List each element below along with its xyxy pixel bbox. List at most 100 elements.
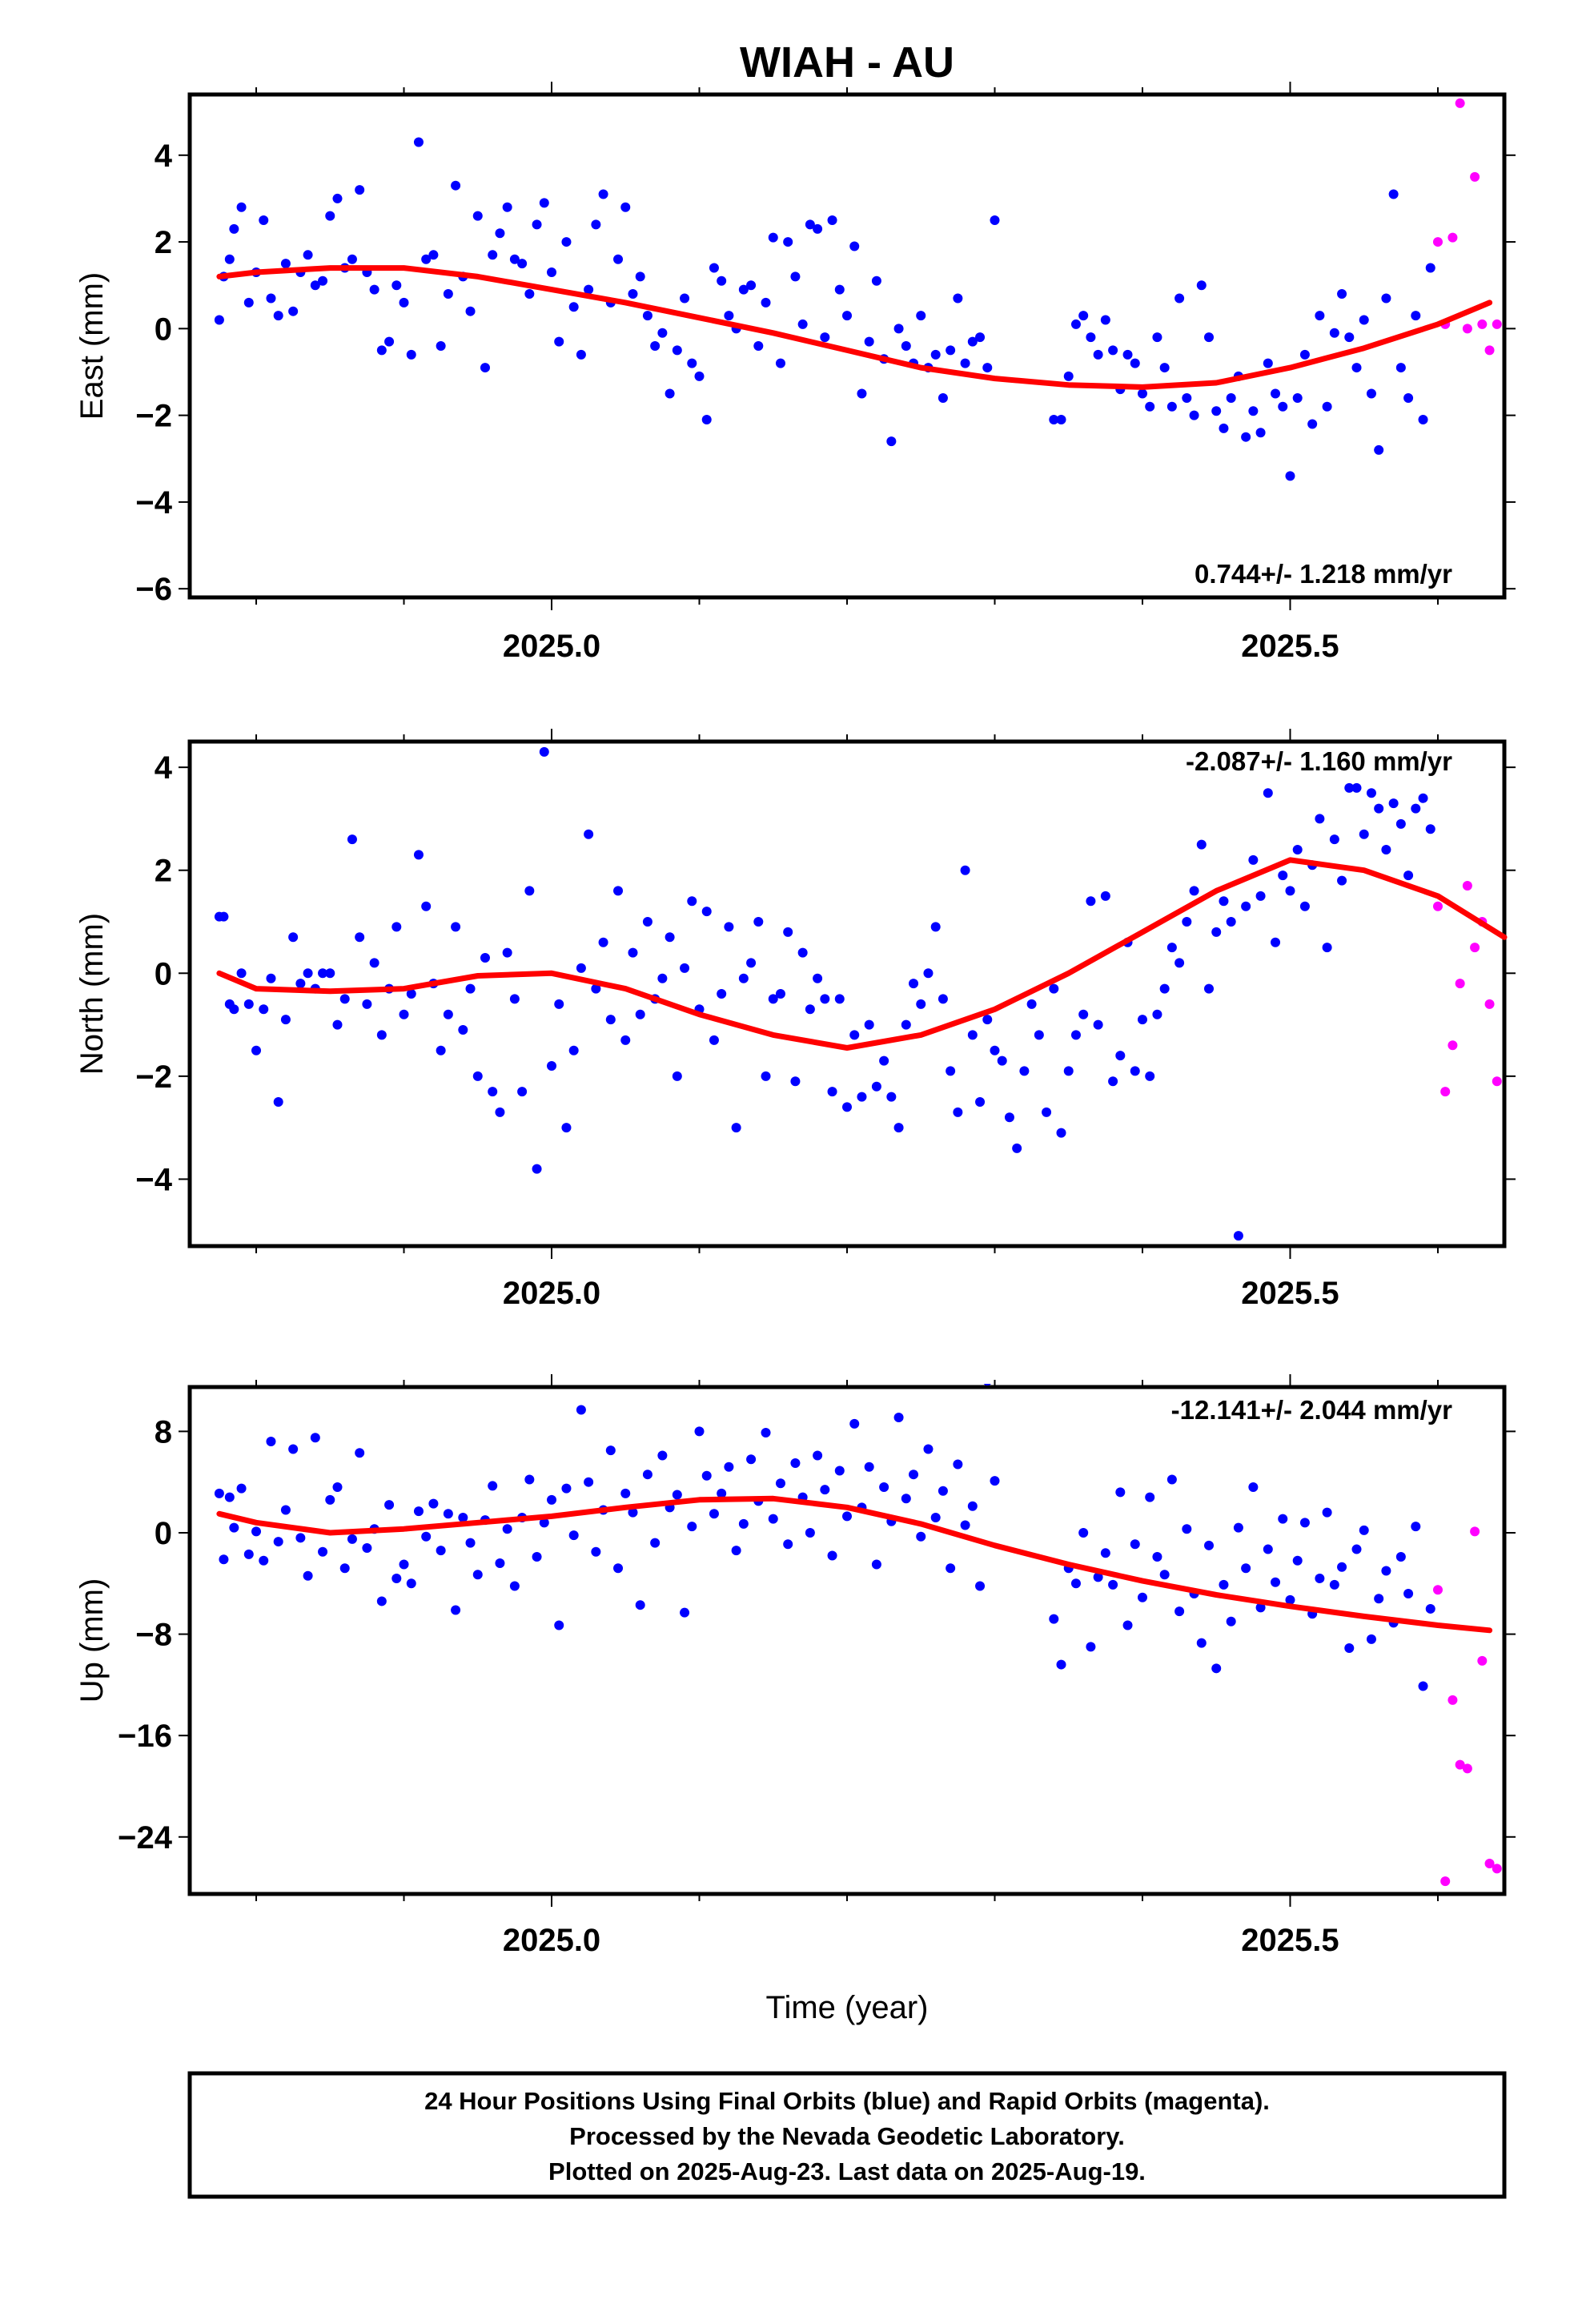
y-tick-label: 2 [155, 225, 172, 260]
final-orbit-point [295, 979, 306, 989]
final-orbit-point [628, 1507, 638, 1518]
final-orbit-point [243, 1549, 254, 1559]
final-orbit-point [273, 1097, 283, 1107]
final-orbit-point [790, 271, 801, 282]
final-orbit-point [1159, 363, 1170, 373]
final-orbit-point [332, 193, 343, 203]
final-orbit-point [1211, 927, 1222, 937]
final-orbit-point [1395, 363, 1406, 373]
final-orbit-point [1395, 1552, 1406, 1562]
final-orbit-point [834, 994, 845, 1004]
final-orbit-point [1299, 901, 1310, 911]
final-orbit-point [384, 336, 395, 347]
final-orbit-point [1100, 1548, 1110, 1558]
final-orbit-point [1152, 1552, 1162, 1562]
final-orbit-point [1248, 854, 1259, 865]
rate-annotation: -12.141+/- 2.044 mm/yr [1171, 1395, 1452, 1425]
final-orbit-point [635, 1600, 645, 1610]
final-orbit-point [657, 328, 668, 338]
rapid-orbit-point [1432, 901, 1443, 911]
final-orbit-point [731, 1123, 741, 1133]
final-orbit-point [1070, 319, 1081, 329]
final-orbit-point [1174, 293, 1185, 304]
final-orbit-point [443, 1509, 453, 1519]
rapid-orbit-point [1432, 1585, 1443, 1595]
y-axis-label: North (mm) [74, 913, 110, 1075]
final-orbit-point [879, 1482, 889, 1493]
final-orbit-point [421, 254, 432, 264]
final-orbit-point [1226, 1616, 1236, 1626]
final-orbit-point [990, 1045, 1000, 1055]
final-orbit-point [1315, 311, 1325, 321]
final-orbit-point [982, 1015, 993, 1025]
final-orbit-point [436, 341, 446, 351]
final-orbit-point [391, 1573, 402, 1583]
rapid-orbit-point [1492, 319, 1502, 329]
final-orbit-point [1056, 1659, 1066, 1670]
final-orbit-point [709, 1035, 719, 1045]
plot-frame [187, 739, 1507, 1248]
final-orbit-point [1189, 886, 1199, 896]
final-orbit-point [975, 332, 986, 343]
final-orbit-point [1070, 1578, 1081, 1589]
final-orbit-point [1019, 1066, 1030, 1076]
final-orbit-point [436, 1045, 446, 1055]
final-orbit-point [224, 254, 235, 264]
final-orbit-point [266, 1437, 276, 1447]
final-orbit-point [1204, 1540, 1215, 1550]
final-orbit-point [1226, 917, 1236, 927]
caption-box: 24 Hour Positions Using Final Orbits (bl… [187, 2071, 1507, 2199]
final-orbit-point [1241, 432, 1251, 442]
final-orbit-point [842, 1102, 852, 1112]
final-orbit-point [1337, 1562, 1347, 1572]
final-orbit-point [761, 1071, 771, 1081]
final-orbit-point [694, 371, 705, 381]
final-orbit-point [224, 1492, 235, 1502]
rapid-orbit-point [1470, 1526, 1480, 1537]
final-orbit-point [1418, 793, 1428, 803]
final-orbit-point [761, 297, 771, 308]
final-orbit-point [591, 219, 601, 230]
rapid-orbit-point [1455, 1759, 1465, 1770]
final-orbit-point [717, 989, 727, 999]
final-orbit-point [436, 1546, 446, 1556]
final-orbit-point [1204, 983, 1215, 994]
final-orbit-point [325, 211, 335, 221]
final-orbit-point [480, 363, 490, 373]
caption-line-1: 24 Hour Positions Using Final Orbits (bl… [424, 2087, 1270, 2115]
final-orbit-point [539, 1518, 549, 1528]
final-orbit-point [982, 363, 993, 373]
rapid-orbit-point [1477, 319, 1488, 329]
plot-frame [187, 92, 1507, 600]
final-orbit-point [399, 297, 409, 308]
final-orbit-point [502, 947, 512, 958]
final-orbit-point [746, 958, 757, 968]
final-orbit-point [701, 1470, 712, 1481]
final-orbit-point [1366, 1634, 1376, 1644]
final-orbit-point [1145, 1492, 1155, 1502]
final-orbit-point [938, 392, 948, 403]
final-orbit-point [310, 280, 320, 291]
final-orbit-point [1026, 999, 1037, 1009]
final-orbit-point [694, 1426, 705, 1437]
final-orbit-point [738, 284, 749, 295]
final-orbit-point [1145, 401, 1155, 412]
final-orbit-point [1182, 392, 1192, 403]
data-points [214, 1384, 1502, 1887]
final-orbit-point [1196, 839, 1207, 850]
final-orbit-point [738, 973, 749, 983]
final-orbit-point [532, 219, 542, 230]
final-orbit-point [620, 1035, 631, 1045]
data-points [214, 746, 1502, 1241]
final-orbit-point [219, 911, 229, 922]
final-orbit-point [613, 1563, 624, 1574]
final-orbit-point [554, 336, 564, 347]
final-orbit-point [827, 1087, 837, 1097]
final-orbit-point [1403, 392, 1414, 403]
final-orbit-point [1263, 358, 1273, 368]
final-orbit-point [687, 1522, 697, 1532]
final-orbit-point [1271, 388, 1281, 399]
final-orbit-point [568, 1045, 579, 1055]
final-orbit-point [960, 865, 970, 875]
rapid-orbit-point [1484, 345, 1495, 356]
